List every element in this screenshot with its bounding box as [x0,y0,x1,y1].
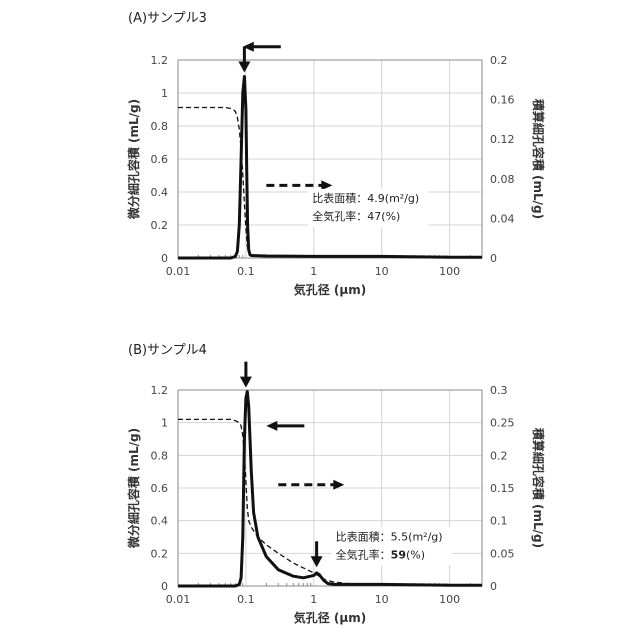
differential-volume-line [178,77,482,259]
annotation-text: 全気孔率：47(%) [312,209,400,223]
cumulative-volume-line [178,108,482,258]
y-tick-label: 0.6 [151,482,169,495]
peak-arrow-icon [238,62,250,73]
y2-tick-label: 0.16 [490,94,515,107]
y-tick-label: 0.6 [151,153,169,166]
x-tick-label: 100 [439,265,460,278]
y2-tick-label: 0.04 [490,212,515,225]
x-tick-label: 0.01 [166,265,191,278]
y2-tick-label: 0.05 [490,547,515,560]
y-tick-label: 0.2 [151,547,169,560]
x-tick-label: 0.1 [237,593,255,606]
y-tick-label: 1 [161,87,168,100]
annotation-text: 比表面積：5.5(m²/g) [336,529,443,543]
y2-tick-label: 0.1 [490,515,508,528]
chart-title: (B)サンプル4 [128,343,207,358]
y2-axis-title: 積算細孔容積 (mL/g) [531,427,546,548]
peak-arrow-icon [240,377,252,388]
annotation-text: 比表面積：4.9(m²/g) [312,191,419,205]
y2-tick-label: 0.15 [490,482,515,495]
peak-arrow-icon [311,556,323,567]
chart-title: (A)サンプル3 [128,11,207,26]
y-tick-label: 0.4 [151,515,169,528]
y2-tick-label: 0 [490,252,497,265]
y2-axis-title: 積算細孔容積 (mL/g) [531,98,546,219]
y-axis-title: 微分細孔容積 (mL/g) [126,428,141,549]
y2-tick-label: 0.2 [490,54,508,67]
y-tick-label: 0.2 [151,219,169,232]
y-tick-label: 1.2 [151,54,169,67]
x-axis-title: 気孔径 (μm) [294,610,366,625]
annotation-text: 全気孔率：59(%) [336,547,425,561]
y-tick-label: 0.8 [151,120,169,133]
y-tick-label: 1.2 [151,384,169,397]
y2-tick-label: 0.12 [490,133,515,146]
chart-panel-1: (B)サンプル4 0 0.2 0.4 0.6 0.8 1 1.2 0 0.05 0.1 0.15 0.2… [126,343,546,625]
y-tick-label: 1 [161,417,168,430]
y2-tick-label: 0.08 [490,173,515,186]
y2-tick-label: 0.25 [490,417,515,430]
x-axis-title: 気孔径 (μm) [294,282,366,297]
y-tick-label: 0 [161,580,168,593]
y2-tick-label: 0.3 [490,384,508,397]
y2-tick-label: 0.2 [490,449,508,462]
x-tick-label: 1 [310,593,317,606]
x-tick-label: 100 [439,593,460,606]
y2-tick-label: 0 [490,580,497,593]
x-tick-label: 10 [375,265,389,278]
x-tick-label: 10 [375,593,389,606]
y-axis-title: 微分細孔容積 (mL/g) [126,99,141,220]
y-tick-label: 0.8 [151,449,169,462]
x-tick-label: 0.1 [237,265,255,278]
y-tick-label: 0.4 [151,186,169,199]
chart-panel-0: (A)サンプル3 0 0.2 0.4 0.6 0.8 1 1.2 0 0.04 0.08 0.12 0.… [126,11,546,297]
y-tick-label: 0 [161,252,168,265]
x-tick-label: 1 [310,265,317,278]
x-tick-label: 0.01 [166,593,191,606]
